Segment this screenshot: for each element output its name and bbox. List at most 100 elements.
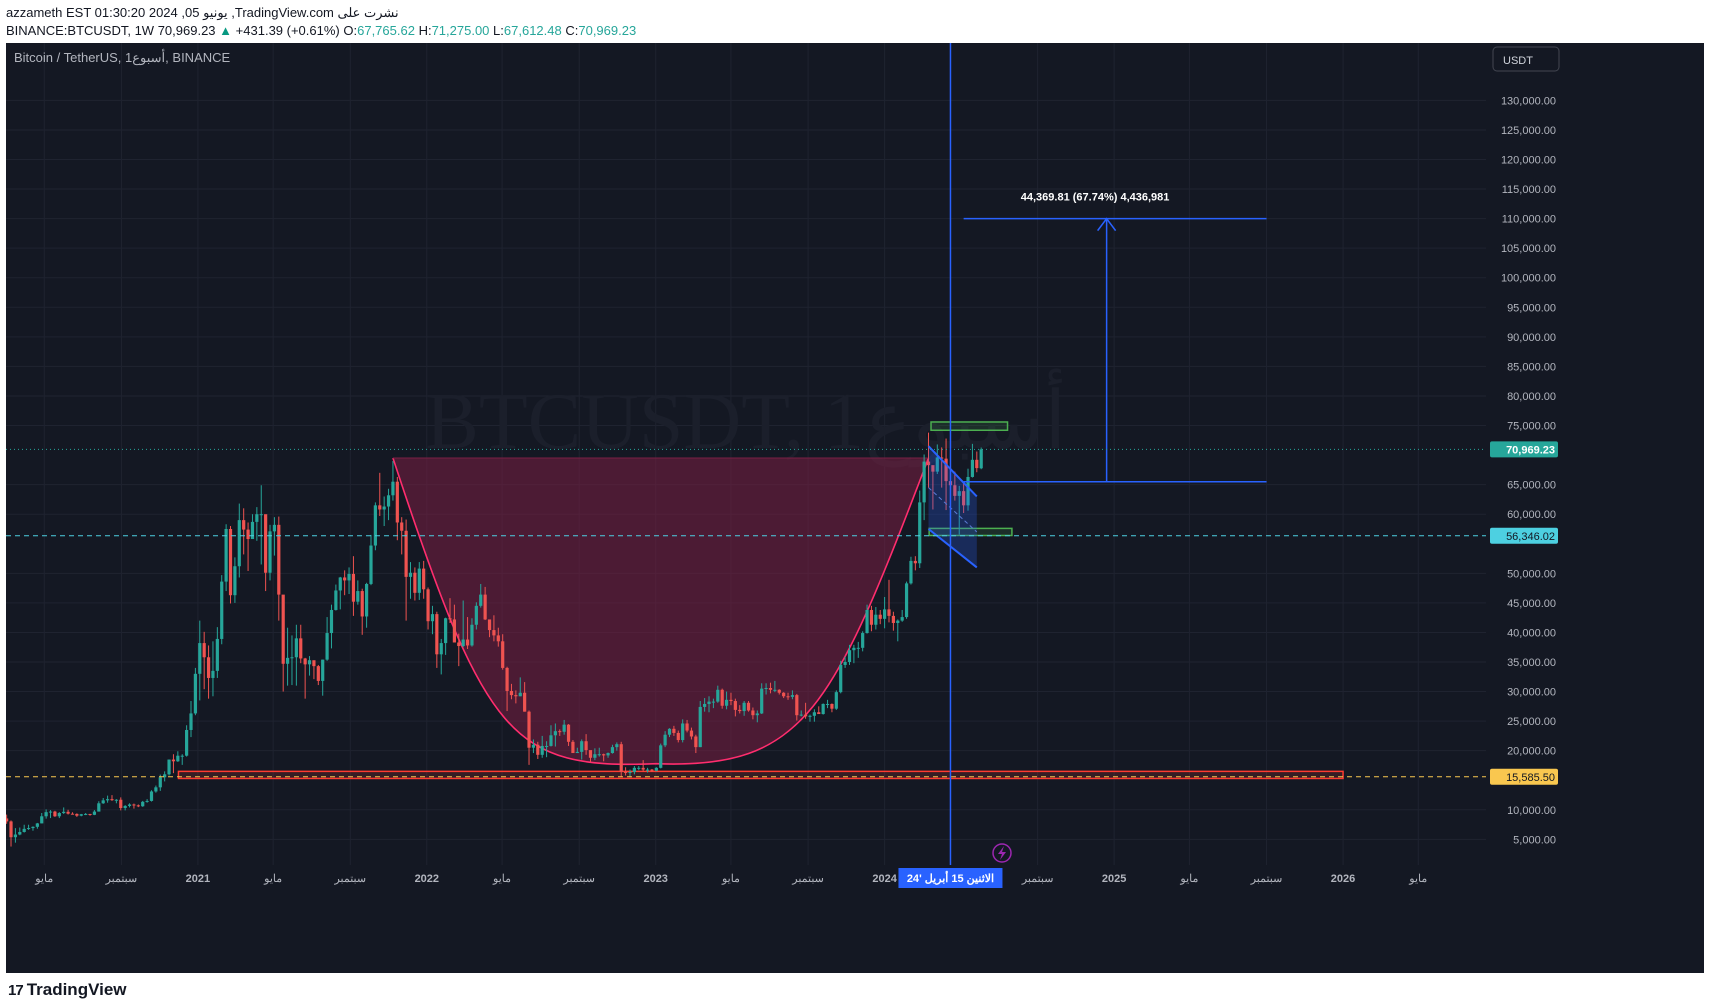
candle-body <box>518 692 522 697</box>
candle-body <box>966 476 970 506</box>
candle-body <box>676 732 680 741</box>
candle-body <box>847 650 852 662</box>
candle-body <box>145 800 149 802</box>
price-tag-label: 56,346.02 <box>1506 531 1555 543</box>
candle-body <box>861 633 865 648</box>
time-tick-label: سبتمبر <box>333 873 366 885</box>
candle-body <box>356 591 360 602</box>
candle-body <box>114 799 118 801</box>
open-label: O: <box>343 23 358 38</box>
candle-body <box>193 673 197 714</box>
candle-body <box>452 619 457 643</box>
price-tick-label: 120,000.00 <box>1501 155 1556 167</box>
candle-body <box>926 461 931 466</box>
candle-body <box>869 609 874 625</box>
candle-body <box>975 459 979 469</box>
candle-body <box>119 799 123 809</box>
candle-body <box>127 804 132 806</box>
candle-body <box>566 724 571 742</box>
candle-body <box>843 662 847 665</box>
chart-area[interactable]: BTCUSDT, 1أسبوع 44,369.81 (67.74%) 4,436… <box>6 43 1704 973</box>
price-tick-label: 80,000.00 <box>1507 391 1556 403</box>
candle-body <box>202 643 206 658</box>
candle-body <box>918 502 922 564</box>
candle-body <box>79 814 83 816</box>
price-tick-label: 125,000.00 <box>1501 125 1556 137</box>
candle-body <box>448 618 452 620</box>
time-tick-label: مايو <box>34 873 53 885</box>
candle-body <box>84 813 88 815</box>
candle-body <box>738 709 742 712</box>
candle-body <box>180 755 184 757</box>
price-tick-label: 20,000.00 <box>1507 746 1556 758</box>
time-tick-label: مايو <box>1179 873 1198 885</box>
candle-body <box>720 689 724 706</box>
currency-button-label[interactable]: USDT <box>1503 55 1533 67</box>
candle-body <box>856 647 860 649</box>
candle-body <box>839 664 843 693</box>
lightning-icon[interactable] <box>992 843 1012 863</box>
time-tick-label: 2025 <box>1102 873 1126 885</box>
tradingview-logo[interactable]: 17 TradingView <box>8 980 127 1000</box>
candle-body <box>667 728 672 735</box>
candle-body <box>369 545 373 584</box>
chart-legend: Bitcoin / TetherUS, 1أسبوع, BINANCE <box>14 49 231 66</box>
candle-body <box>343 577 347 581</box>
candle-body <box>395 481 399 523</box>
candle-body <box>654 767 658 771</box>
candle-body <box>435 614 439 655</box>
candle-body <box>9 821 13 838</box>
candle-body <box>689 730 694 737</box>
candle-body <box>391 481 395 496</box>
candle-body <box>171 759 176 762</box>
price-tag <box>1490 768 1558 785</box>
candle-body <box>514 695 518 697</box>
price-tick-label: 115,000.00 <box>1502 184 1556 196</box>
candle-body <box>57 813 61 817</box>
candle-body <box>962 491 966 506</box>
candle-body <box>66 811 70 814</box>
tradingview-logo-icon: 17 <box>8 981 24 999</box>
candle-body <box>149 791 154 801</box>
candle-body <box>509 690 514 696</box>
candle-body <box>439 643 443 655</box>
candle-body <box>909 560 913 584</box>
tradingview-logo-text: TradingView <box>26 980 127 999</box>
candle-body <box>101 800 105 804</box>
candle-body <box>531 744 536 748</box>
candle-body <box>198 643 202 674</box>
price-chart[interactable]: BTCUSDT, 1أسبوع 44,369.81 (67.74%) 4,436… <box>6 43 1704 973</box>
candle-body <box>645 769 650 771</box>
crosshair-date-label: الاثنين 15 أبريل '24 <box>907 871 994 885</box>
candle-body <box>755 713 759 716</box>
time-tick-label: سبتمبر <box>791 873 824 885</box>
candle-body <box>931 465 935 472</box>
candle-body <box>637 767 641 769</box>
candle-body <box>681 723 685 741</box>
price-tick-label: 110,000.00 <box>1502 214 1556 226</box>
candle-body <box>940 457 944 459</box>
candle-body <box>549 735 553 746</box>
candle-body <box>18 831 22 835</box>
candle-body <box>711 701 716 703</box>
candle-body <box>606 753 610 756</box>
candle-body <box>540 745 544 755</box>
price-tag <box>1490 527 1558 544</box>
change-value: +431.39 (+0.61%) <box>235 23 340 38</box>
currency-button[interactable]: USDT <box>1492 46 1560 72</box>
candle-body <box>26 828 31 830</box>
candle-body <box>825 703 830 705</box>
candle-body <box>211 670 215 678</box>
candle-body <box>830 703 834 709</box>
last-price: 70,969.23 <box>157 23 216 38</box>
candle-body <box>457 642 461 647</box>
flag-fill <box>928 446 977 568</box>
candle-body <box>795 695 799 716</box>
candle-body <box>163 774 167 778</box>
close-label: C: <box>565 23 579 38</box>
candle-body <box>672 728 676 733</box>
candle-body <box>474 605 478 625</box>
time-tick-label: مايو <box>492 873 511 885</box>
candle-body <box>461 639 465 647</box>
candle-body <box>891 615 895 623</box>
